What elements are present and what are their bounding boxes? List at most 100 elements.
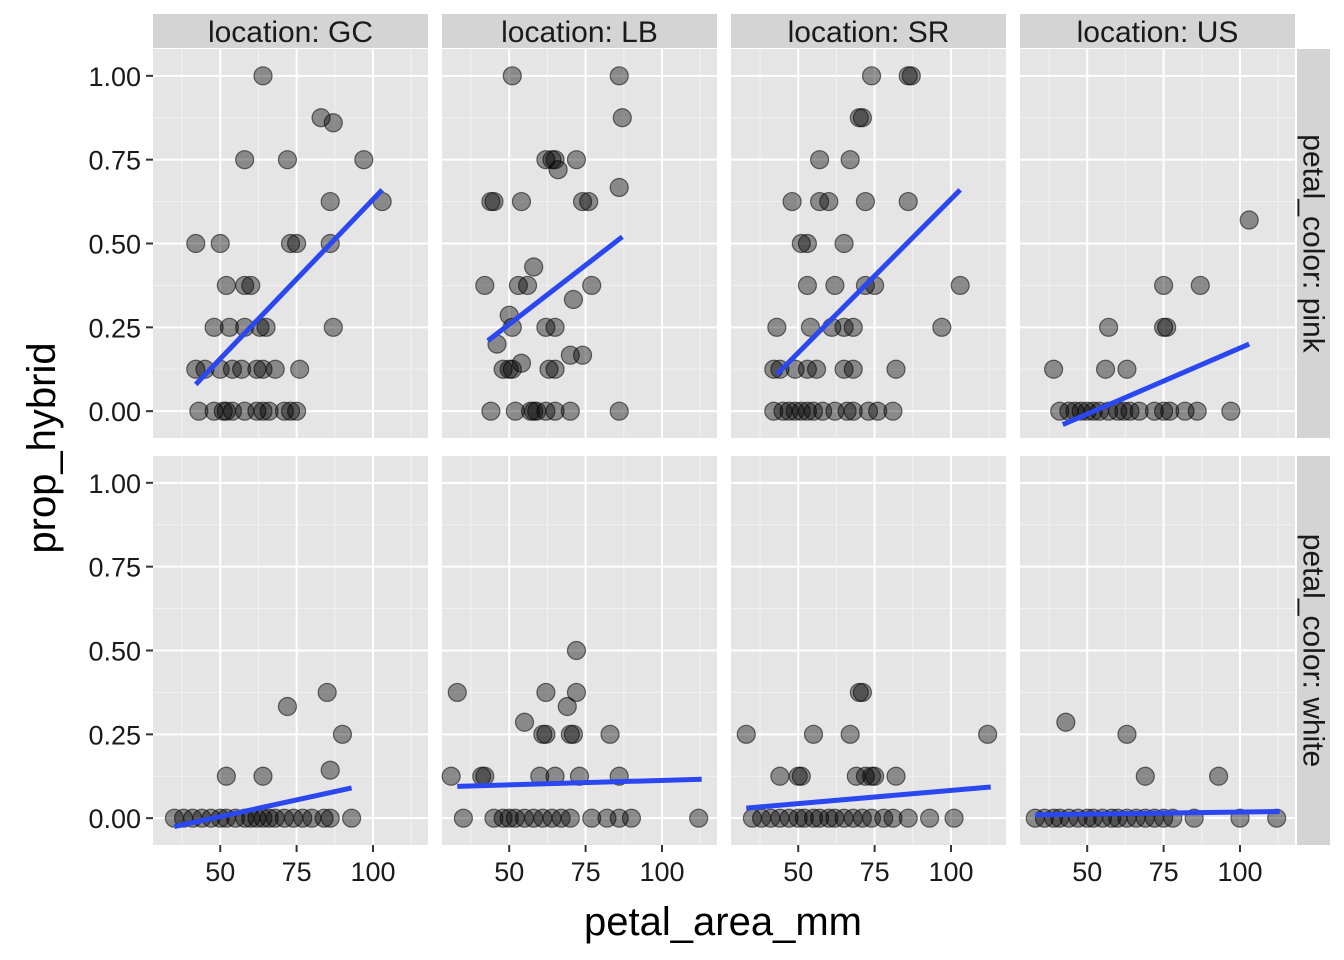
data-point (484, 191, 504, 212)
data-point (323, 113, 343, 133)
data-point (320, 808, 340, 828)
facet-panel (442, 49, 717, 438)
facet-panel (153, 49, 428, 438)
data-point (320, 191, 340, 212)
axes-layer: 0.00 0.25 0.50 0.75 1.00 0.00 0.25 0.50 0.75 1.00… (88, 62, 1262, 887)
data-point (311, 108, 331, 128)
data-point (852, 682, 872, 703)
data-point (557, 696, 577, 717)
data-point (582, 808, 602, 828)
data-point (259, 401, 279, 421)
data-point (447, 682, 467, 703)
data-point (502, 359, 522, 379)
y-tick-label: 0.00 (88, 397, 141, 427)
data-point (499, 808, 519, 828)
column-strip-label: location: GC (208, 16, 373, 49)
data-point (536, 682, 556, 703)
data-point (566, 150, 587, 170)
panel-data-layer (736, 682, 998, 828)
strip-background (1297, 456, 1330, 845)
data-point (216, 275, 236, 296)
data-point (204, 317, 224, 337)
panel-data-layer (164, 682, 362, 829)
y-tick-label: 0.75 (88, 553, 141, 583)
data-point (186, 233, 206, 254)
data-point (843, 359, 863, 379)
data-point (280, 233, 301, 254)
data-point (825, 275, 845, 296)
data-point (502, 66, 522, 86)
data-point (277, 150, 298, 170)
data-point (1135, 766, 1155, 786)
column-strip-label: location: US (1077, 16, 1239, 49)
facet-panel (153, 456, 428, 845)
data-point (689, 808, 709, 828)
data-point (1099, 317, 1119, 337)
data-point (800, 317, 821, 337)
data-point (1056, 712, 1076, 732)
data-point (259, 808, 279, 828)
x-tick-label: 75 (860, 857, 890, 887)
data-point (332, 724, 353, 744)
data-point (865, 766, 885, 786)
data-point (453, 808, 473, 828)
data-point (840, 150, 860, 170)
regression-line (746, 784, 991, 811)
data-point (287, 401, 307, 421)
gridlines (153, 456, 428, 845)
data-point (545, 359, 565, 379)
x-tick-label: 50 (205, 857, 235, 887)
regression-line (486, 234, 624, 343)
data-point (572, 345, 593, 365)
data-point (235, 150, 255, 170)
data-point (868, 401, 888, 421)
data-point (280, 401, 301, 421)
strips-layer: location: GC location: LB location: SR loca… (153, 14, 1330, 845)
column-strip: location: US (1020, 14, 1295, 49)
y-tick-label: 0.50 (88, 230, 141, 260)
row-strip: petal_color: pink (1297, 49, 1330, 438)
data-point (621, 808, 642, 828)
data-point (548, 160, 568, 180)
regression-line (1035, 808, 1280, 818)
data-point (582, 275, 602, 296)
y-tick-label: 1.00 (88, 469, 141, 499)
x-tick-label: 50 (494, 857, 524, 887)
panels-layer (153, 49, 1295, 845)
data-point (265, 359, 285, 379)
data-point (1154, 401, 1174, 421)
x-tick-label: 75 (571, 857, 601, 887)
x-tick-label: 100 (1217, 857, 1262, 887)
data-point (287, 233, 307, 254)
data-point (978, 724, 998, 744)
data-point (609, 66, 629, 86)
data-point (539, 359, 559, 379)
data-point (256, 317, 276, 337)
data-point (475, 275, 495, 296)
data-point (323, 317, 343, 337)
facet-panel (731, 456, 1006, 845)
data-point (819, 808, 839, 828)
column-strip: location: SR (731, 14, 1006, 49)
data-point (1095, 359, 1116, 379)
data-point (1239, 210, 1259, 230)
data-point (803, 724, 824, 744)
data-point (834, 233, 854, 254)
data-point (189, 401, 209, 421)
data-point (314, 808, 334, 828)
x-tick-label: 50 (1072, 857, 1102, 887)
data-point (354, 150, 374, 170)
x-tick-label: 100 (928, 857, 973, 887)
column-strip: location: GC (153, 14, 428, 49)
data-point (1154, 275, 1174, 296)
data-point (810, 150, 830, 170)
data-point (837, 401, 857, 421)
column-strip-label: location: SR (788, 16, 950, 49)
x-tick-label: 100 (639, 857, 684, 887)
data-point (235, 275, 255, 296)
panel-data-layer (764, 66, 970, 421)
data-point (898, 191, 918, 212)
panel-data-layer (1044, 210, 1259, 427)
data-point (524, 257, 544, 277)
data-point (843, 401, 863, 421)
